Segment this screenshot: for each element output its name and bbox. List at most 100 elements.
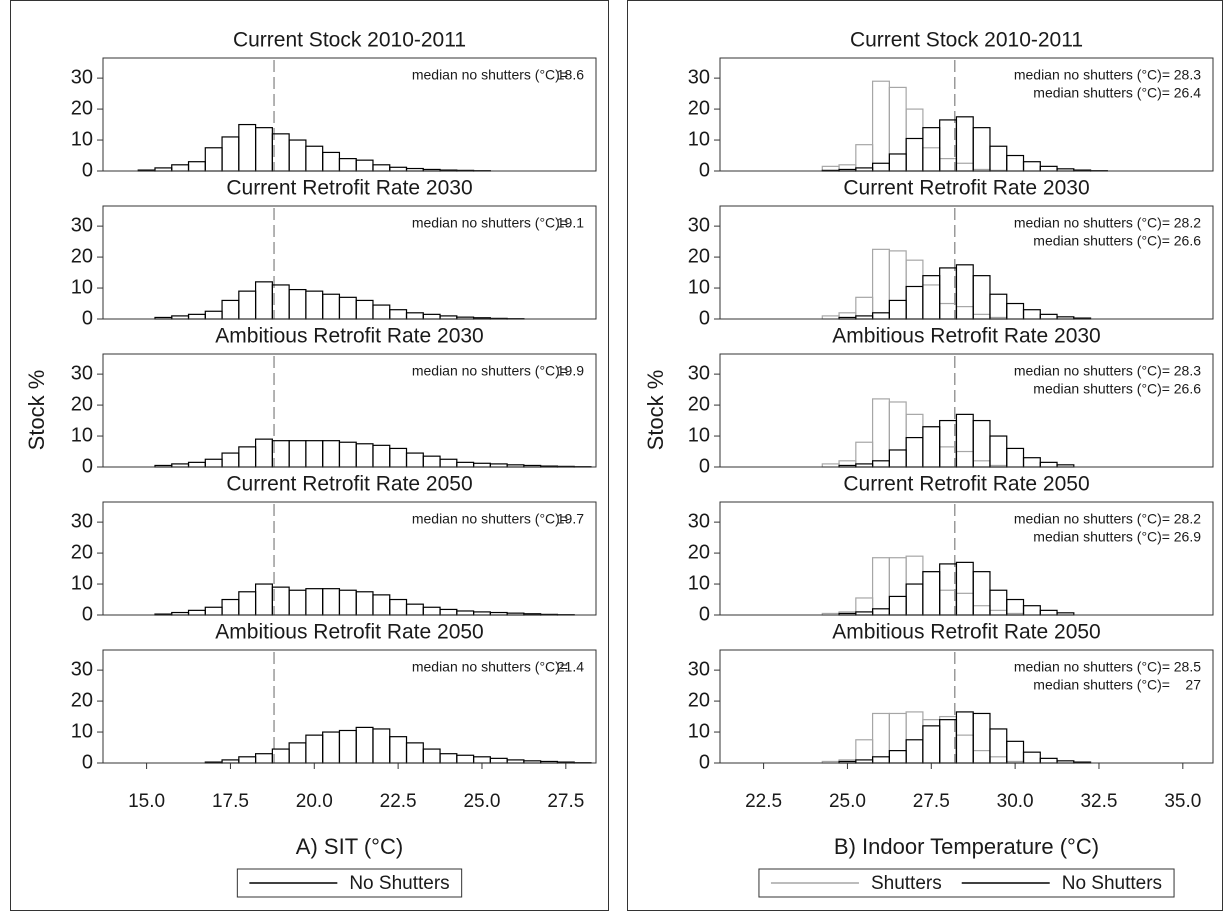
histogram-bar	[922, 725, 941, 764]
histogram-bar	[905, 413, 924, 468]
histogram-bar	[905, 259, 924, 320]
histogram-bar	[955, 711, 974, 764]
histogram-bar	[254, 281, 273, 320]
y-tick-label: 20	[688, 393, 710, 415]
y-tick-label: 20	[71, 689, 93, 711]
histogram-bar	[187, 313, 206, 320]
y-tick-label: 10	[688, 276, 710, 298]
histogram-bar	[955, 450, 974, 468]
histogram-bar	[939, 302, 958, 320]
histogram-bar	[955, 264, 974, 320]
histogram-bar	[288, 139, 307, 172]
histogram-bar	[1006, 447, 1025, 468]
histogram-bar	[221, 452, 240, 468]
plot-frame	[719, 57, 1214, 172]
histogram-bar	[989, 609, 1008, 616]
histogram-bar	[888, 712, 907, 764]
y-tick-label: 20	[71, 97, 93, 119]
histogram-bar	[905, 739, 924, 764]
histogram-bar	[888, 401, 907, 468]
histogram-bar	[254, 753, 273, 764]
histogram-bar	[871, 80, 890, 172]
x-tick-label: 17.5	[212, 791, 249, 812]
y-tick-label: 30	[688, 362, 710, 384]
histogram-bar	[489, 757, 508, 764]
y-tick-label: 30	[71, 510, 93, 532]
histogram-bar	[972, 127, 991, 172]
y-tick-label: 30	[688, 658, 710, 680]
legend-label: No Shutters	[1062, 873, 1162, 894]
histogram-bar	[456, 754, 475, 764]
annotation-value: 21.4	[557, 659, 584, 675]
histogram-bar	[322, 293, 341, 320]
histogram-bar	[288, 440, 307, 468]
histogram-bar	[322, 440, 341, 468]
y-tick-label: 30	[71, 362, 93, 384]
histogram-bar	[221, 136, 240, 172]
y-tick-label: 20	[71, 393, 93, 415]
x-tick-label: 22.5	[745, 791, 782, 812]
histogram-bar	[871, 557, 890, 616]
histogram-bar	[939, 419, 958, 468]
panel-title: Ambitious Retrofit Rate 2050	[832, 621, 1100, 644]
annotation-label: median shutters (°C)=	[1033, 381, 1170, 397]
panel-title: Current Retrofit Rate 2030	[226, 177, 472, 200]
histogram-bar	[187, 461, 206, 468]
x-tick-label: 25.0	[463, 791, 500, 812]
histogram-bar	[922, 284, 941, 320]
x-axis-label: B) Indoor Temperature (°C)	[834, 834, 1099, 859]
histogram-bar	[905, 137, 924, 172]
annotation-value: 26.4	[1174, 85, 1201, 101]
histogram-bar	[955, 306, 974, 320]
histogram-bar	[439, 458, 458, 468]
histogram-bar	[939, 563, 958, 616]
histogram-bar	[922, 127, 941, 172]
histogram-bar	[338, 158, 357, 172]
legend-label: Shutters	[871, 873, 942, 894]
y-tick-label: 20	[71, 245, 93, 267]
y-tick-label: 0	[699, 455, 710, 477]
histogram-bar	[905, 711, 924, 764]
y-axis-label: Stock %	[643, 370, 668, 451]
histogram-bar	[939, 589, 958, 616]
histogram-bar	[238, 756, 257, 764]
histogram-bar	[939, 715, 958, 764]
annotation-value: 18.6	[557, 67, 584, 83]
histogram-bar	[254, 127, 273, 172]
plot-frame	[719, 649, 1214, 764]
y-tick-label: 30	[71, 658, 93, 680]
y-tick-label: 10	[71, 424, 93, 446]
histogram-bar	[355, 591, 374, 616]
histogram-bar	[405, 603, 424, 616]
histogram-bar	[989, 728, 1008, 764]
histogram-bar	[204, 147, 223, 172]
x-tick-label: 25.0	[829, 791, 866, 812]
histogram-bar	[322, 151, 341, 172]
annotation-label: median shutters (°C)=	[1033, 677, 1170, 693]
histogram-bar	[439, 608, 458, 616]
annotation-label: median no shutters (°C)=	[1014, 215, 1170, 231]
panel-title: Ambitious Retrofit Rate 2030	[215, 325, 483, 348]
histogram-bar	[204, 310, 223, 320]
annotation-value: 28.2	[1174, 511, 1201, 527]
histogram-bar	[238, 591, 257, 616]
histogram-bar	[905, 436, 924, 468]
histogram-bar	[221, 299, 240, 320]
plot-frame	[102, 57, 597, 172]
histogram-bar	[972, 750, 991, 764]
annotation-value: 28.5	[1174, 659, 1201, 675]
histogram-bar	[288, 288, 307, 320]
histogram-bar	[355, 726, 374, 764]
histogram-bar	[1022, 605, 1041, 616]
annotation-value: 28.3	[1174, 67, 1201, 83]
histogram-bar	[372, 728, 391, 764]
panel-title: Current Retrofit Rate 2050	[843, 473, 1089, 496]
histogram-bar	[989, 756, 1008, 764]
histogram-bar	[187, 609, 206, 616]
histogram-bar	[939, 719, 958, 764]
histogram-bar	[871, 398, 890, 468]
histogram-bar	[955, 413, 974, 468]
histogram-bar	[871, 460, 890, 468]
histogram-bar	[305, 290, 324, 320]
histogram-bar	[972, 460, 991, 468]
